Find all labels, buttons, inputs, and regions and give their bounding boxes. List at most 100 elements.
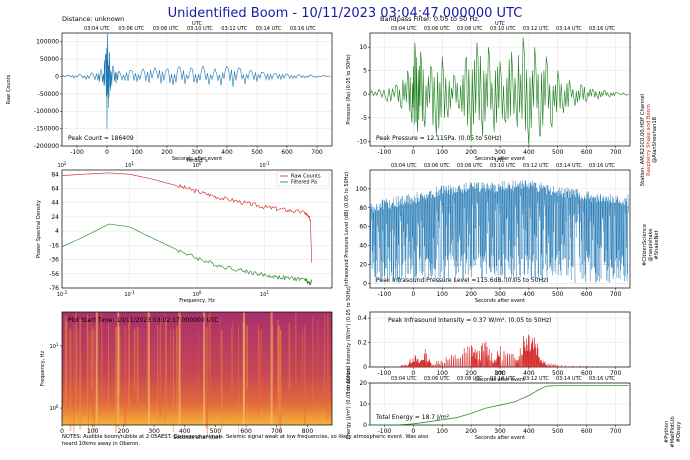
intensity-xtick-label: 400 [523,370,535,377]
raw-xtick-label: 600 [281,149,293,156]
spectrogram-streak [115,326,117,433]
intensity-xtick-label: 0 [411,370,415,377]
spectrogram-streak [198,329,199,401]
ipl-ytick-label: 100 [356,186,368,193]
tag-matplotlib: #MatPlotLib [670,416,676,448]
spectrogram-xlabel: Seconds after start [173,435,221,441]
spectrogram-streak [258,330,260,400]
spectrogram-streak [260,329,262,402]
spectrogram-streak [159,322,161,416]
raw-xlabel: Seconds after event [172,156,222,162]
energy-utc-tick: 03:06 UTC [424,376,450,382]
intensity-xtick-label: 100 [436,370,448,377]
ipl-ylabel: Infrasound Pressure Level (dB) (0.05 to … [344,172,350,286]
spectrogram-streak [159,327,161,421]
raw-title: Distance: unknown [62,15,124,23]
spectrogram-streak [73,324,75,434]
spectrogram-event-streak [270,312,273,425]
psd-series-filtered [61,223,312,286]
psd-ytick-label: -36 [49,257,59,264]
energy-ytick-label: 0 [363,422,367,429]
ipl-xtick-label: 700 [610,291,622,298]
pressure-xtick-label: 100 [436,149,448,156]
pressure-ytick-label: 5 [363,68,367,75]
psd-ytick-label: -76 [49,285,59,292]
energy-series-line [369,385,629,426]
spectrogram-streak [246,325,249,390]
tag-obspy: #Obspy [676,422,682,443]
spectrogram-streak [277,327,279,423]
energy-xtick-label: 300 [494,428,506,435]
psd-ytick-label: 84 [51,171,59,178]
pressure-xlabel: Seconds after event [475,156,525,162]
tag-raspishake: @raspishake [648,228,654,261]
spectrogram-streak [100,314,103,403]
raw-ytick-label: 50000 [40,56,59,63]
pressure-annotation: Peak Pressure = 12.115Pa. (0.05 to 50Hz) [376,135,502,142]
pressure-ylabel: Pressure (Pa) (0.05 to 50Hz) [346,54,352,124]
psd-period-tick-label: 10-1 [259,161,270,169]
energy-xtick-label: 400 [523,428,535,435]
ipl-ytick-label: 20 [359,261,367,268]
tag-python: #Python [664,421,670,443]
pressure-utc-tick: 03:14 UTC [556,26,582,32]
spectrogram-streak [92,329,95,418]
raw-ytick-label: 100000 [36,39,59,46]
raw-utc-tick: 03:14 UTC [256,26,282,32]
energy-frame [369,382,631,426]
raw-xtick-label: -100 [70,149,84,156]
raw-xtick-label: 300 [191,149,203,156]
pressure-ytick-label: -5 [361,115,367,122]
spectrogram-streak [219,316,221,393]
spectrogram-streak [175,326,178,387]
energy-xtick-label: 200 [465,428,477,435]
spectrogram-streak [232,319,234,400]
intensity-ytick-label: 0.4 [357,315,367,322]
spectrogram-streak [92,326,93,391]
spectrogram-streak [66,320,68,402]
energy-ylabel: Energy (J/m²) (0.05 to 50Hz) [346,369,352,440]
rs-label: Raspberry Shake and Boom [646,104,652,176]
ipl-utc-tick: 03:04 UTC [391,163,417,169]
spectrogram-xtick-label: 600 [240,428,252,435]
psd-period-tick-label: 101 [125,161,134,169]
ipl-utc-tick: 03:06 UTC [424,163,450,169]
spectrogram-streak [288,322,291,391]
ipl-xtick-label: 300 [494,291,506,298]
psd-period-tick-label: 102 [58,161,67,169]
intensity-xtick-label: 500 [552,370,564,377]
energy-utc-label: UTC [495,371,505,377]
energy-xtick-label: 600 [581,428,593,435]
ipl-xtick-label: 400 [523,291,535,298]
psd-frame [61,169,333,289]
psd-ytick-label: 24 [51,214,59,221]
raw-axes [60,32,333,148]
spectrogram-streak [86,314,89,413]
spectrogram-streak [75,312,77,415]
ipl-utc-tick: 03:08 UTC [457,163,483,169]
raw-utc-tick: 03:08 UTC [153,26,179,32]
raw-xtick-label: 400 [221,149,233,156]
station-label: Station: AM.R21C0.00.HDF Channel [640,94,646,186]
raw-xtick-label: 700 [311,149,323,156]
spectrogram-streak [208,314,211,376]
energy-axes [368,382,631,427]
spectrogram-xtick-label: 200 [118,428,130,435]
raw-utc-tick: 03:16 UTC [290,26,316,32]
spectrogram-streak [133,329,136,404]
spectrogram-streak [136,326,139,402]
raw-xtick-label: 200 [161,149,173,156]
spectrogram-streak [221,330,223,431]
pressure-series-line [369,37,629,147]
energy-utc-tick: 03:08 UTC [457,376,483,382]
intensity-xtick-label: 300 [494,370,506,377]
intensity-xtick-label: 200 [465,370,477,377]
pressure-utc-label: UTC [495,21,505,27]
raw-utc-tick: 03:10 UTC [187,26,213,32]
ipl-ytick-label: 80 [359,205,367,212]
figure-title: Unidentified Boom - 10/11/2023 03:04:47.… [168,6,523,21]
raw-frame [61,32,333,147]
intensity-xtick-label: -100 [378,370,392,377]
raw-utc-tick: 03:06 UTC [118,26,144,32]
energy-xtick-label: 500 [552,428,564,435]
